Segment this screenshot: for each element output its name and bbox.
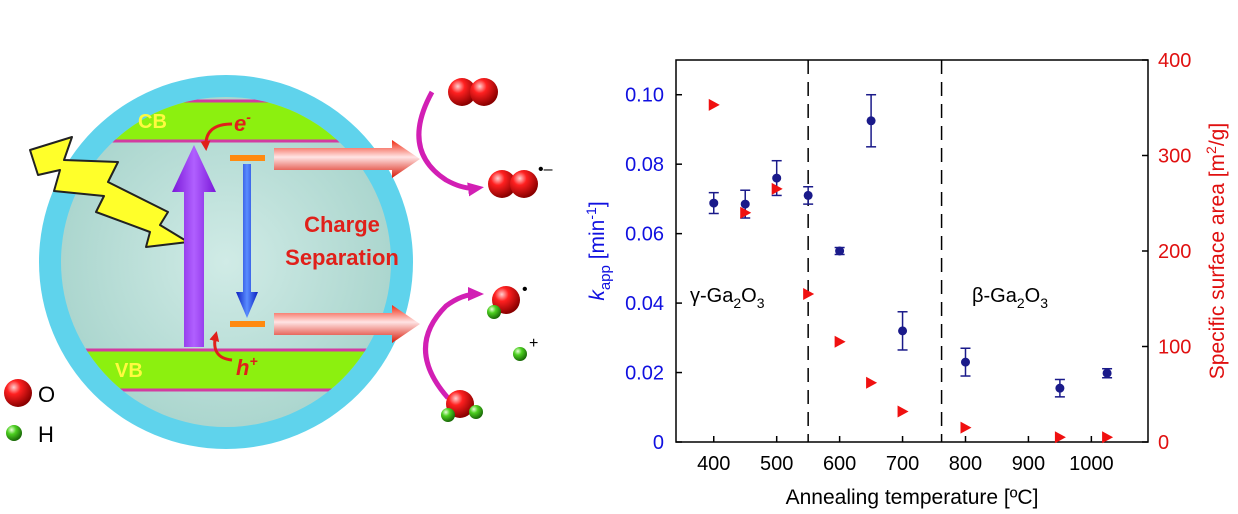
y-right-tick-label: 300 (1158, 146, 1191, 168)
surface-area-point (866, 376, 878, 389)
particle-core (61, 97, 391, 427)
kapp-point (835, 246, 845, 256)
hydrogen-legend-label: H (38, 422, 54, 447)
kapp-point (866, 116, 876, 126)
photocatalysis-scheme: CB VB e- h+ Charge Separation (4, 75, 553, 449)
series-surface-area (708, 98, 1114, 444)
plot-frame (675, 59, 1149, 443)
kapp-point (772, 173, 782, 183)
y-right-tick-label: 200 (1158, 241, 1191, 263)
y-left-tick-label: 0 (653, 432, 664, 454)
hydroxyl-radical-dot: • (522, 281, 528, 298)
y-right-tick-label: 0 (1158, 432, 1169, 454)
y-left-tick-label: 0.02 (625, 363, 664, 385)
charge-separation-line1: Charge (304, 212, 380, 237)
atom-legend: O H (4, 379, 55, 447)
water-molecule-icon (441, 390, 483, 422)
y-right-tick-label: 100 (1158, 337, 1191, 359)
y-axis-left-label: kapp [min-1] (583, 201, 614, 300)
kapp-point (709, 198, 719, 208)
x-tick-label: 600 (823, 453, 856, 475)
oxygen-reduction-curl-arrow (416, 90, 484, 197)
proton-icon (513, 347, 527, 361)
kapp-surface-area-chart: 400 500 600 700 800 900 1000 00.020.040.060.08… (583, 50, 1229, 509)
x-tick-label: 1000 (1069, 453, 1114, 475)
hole-transfer-arrow (274, 305, 420, 343)
o2-molecule-icon (448, 78, 498, 106)
surface-area-point (803, 287, 815, 300)
x-axis: 400 500 600 700 800 900 1000 (697, 436, 1114, 475)
surface-area-point (897, 405, 909, 418)
excitation-arrow (172, 145, 216, 347)
superoxide-charge: •– (538, 161, 553, 178)
y-axis-right-label: Specific surface area [m2/g] (1203, 123, 1229, 379)
proton-charge: + (529, 335, 538, 352)
cb-label: CB (138, 111, 167, 133)
electron-label: e- (234, 109, 251, 136)
x-axis-label: Annealing temperature [ºC] (786, 486, 1039, 509)
hydrogen-legend-icon (6, 425, 22, 441)
charge-separation-line2: Separation (285, 245, 399, 270)
phase-label-gamma: γ-Ga2O3 (690, 285, 765, 311)
surface-area-point (771, 182, 783, 195)
y-left-tick-label: 0.04 (625, 293, 664, 315)
hydroxyl-radical-icon (487, 286, 520, 319)
kapp-point (898, 326, 908, 336)
x-tick-label: 800 (949, 453, 982, 475)
surface-area-point (708, 98, 720, 111)
surface-area-point (740, 206, 752, 219)
y-left-tick-label: 0.06 (625, 224, 664, 246)
oxygen-legend-label: O (38, 382, 55, 407)
electron-curl-arrow (200, 122, 233, 151)
hole-label: h+ (236, 353, 258, 380)
y-right-tick-label: 400 (1158, 50, 1191, 72)
vb-label: VB (115, 360, 143, 382)
x-tick-label: 400 (697, 453, 730, 475)
electron-transfer-arrow (274, 140, 420, 178)
y-axis-left: 0 0.02 0.04 0.06 0.08 0.10 (625, 85, 682, 454)
y-left-tick-label: 0.08 (625, 154, 664, 176)
kapp-point (1055, 383, 1065, 393)
x-tick-label: 900 (1012, 453, 1045, 475)
surface-area-point (834, 335, 846, 348)
y-left-tick-label: 0.10 (625, 85, 664, 107)
water-oxidation-curl-arrow (423, 287, 484, 400)
surface-area-point (1102, 431, 1114, 444)
y-axis-right: 0 100 200 300 400 (1142, 50, 1191, 454)
kapp-point (740, 199, 750, 209)
x-tick-label: 700 (886, 453, 919, 475)
valence-band (61, 350, 391, 390)
kapp-point (1102, 368, 1112, 378)
x-tick-label: 500 (760, 453, 793, 475)
kapp-point (960, 357, 970, 367)
oxygen-legend-icon (4, 379, 32, 407)
recombination-arrow (236, 164, 258, 318)
phase-label-beta: β-Ga2O3 (972, 285, 1048, 311)
superoxide-radical-icon (488, 170, 538, 198)
light-bolt-icon (29, 136, 189, 248)
surface-area-point (960, 421, 972, 434)
series-kapp (708, 93, 1113, 398)
hole-curl-arrow (209, 331, 233, 362)
phase-boundaries (807, 60, 943, 442)
kapp-point (803, 190, 813, 200)
surface-area-point (1054, 431, 1066, 444)
